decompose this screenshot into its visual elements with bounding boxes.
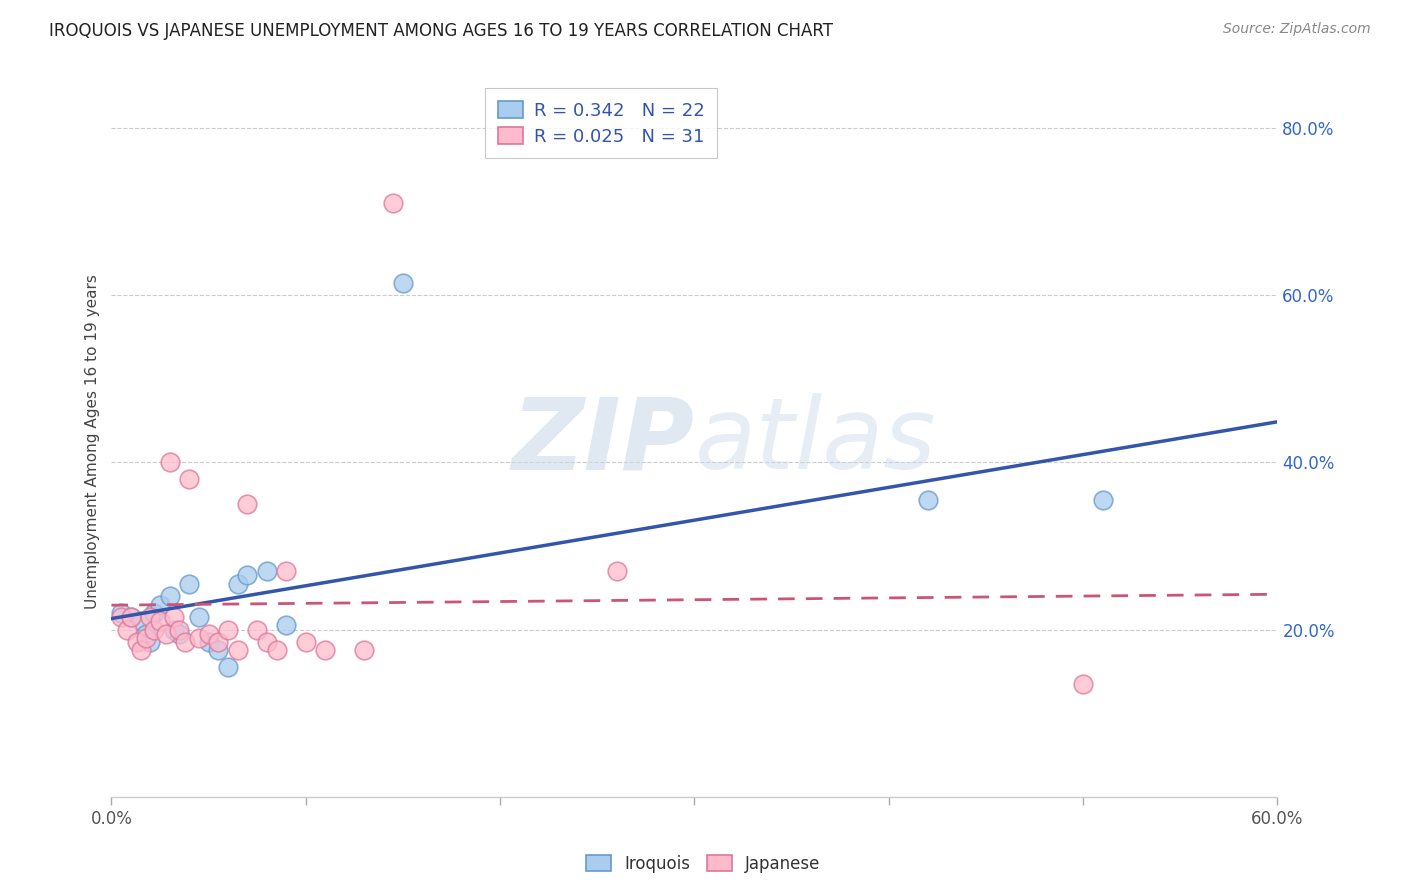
Point <box>129 643 152 657</box>
Point <box>135 631 157 645</box>
Point <box>207 635 229 649</box>
Point <box>917 493 939 508</box>
Point <box>382 196 405 211</box>
Point <box>276 618 298 632</box>
Point <box>120 610 142 624</box>
Point <box>174 635 197 649</box>
Point <box>266 643 288 657</box>
Point <box>169 627 191 641</box>
Point <box>197 627 219 641</box>
Point <box>179 576 201 591</box>
Point <box>217 660 239 674</box>
Point <box>162 623 184 637</box>
Point <box>217 623 239 637</box>
Point <box>1071 677 1094 691</box>
Point <box>1091 493 1114 508</box>
Point <box>125 635 148 649</box>
Point <box>179 472 201 486</box>
Text: IROQUOIS VS JAPANESE UNEMPLOYMENT AMONG AGES 16 TO 19 YEARS CORRELATION CHART: IROQUOIS VS JAPANESE UNEMPLOYMENT AMONG … <box>49 22 834 40</box>
Point <box>143 623 166 637</box>
Point <box>197 635 219 649</box>
Point <box>149 614 172 628</box>
Point <box>226 643 249 657</box>
Point <box>159 455 181 469</box>
Point <box>314 643 336 657</box>
Point <box>139 610 162 624</box>
Point <box>246 623 269 637</box>
Point <box>159 589 181 603</box>
Point <box>187 631 209 645</box>
Point <box>139 635 162 649</box>
Point <box>236 497 259 511</box>
Point <box>606 564 628 578</box>
Point <box>276 564 298 578</box>
Text: Source: ZipAtlas.com: Source: ZipAtlas.com <box>1223 22 1371 37</box>
Point <box>236 568 259 582</box>
Legend: R = 0.342   N = 22, R = 0.025   N = 31: R = 0.342 N = 22, R = 0.025 N = 31 <box>485 88 717 159</box>
Y-axis label: Unemployment Among Ages 16 to 19 years: Unemployment Among Ages 16 to 19 years <box>86 274 100 609</box>
Point <box>120 610 142 624</box>
Point <box>135 627 157 641</box>
Point <box>294 635 316 649</box>
Point <box>143 606 166 620</box>
Point <box>162 610 184 624</box>
Point <box>149 598 172 612</box>
Text: ZIP: ZIP <box>512 393 695 490</box>
Point <box>256 564 278 578</box>
Point <box>110 606 132 620</box>
Point <box>207 643 229 657</box>
Point <box>155 627 177 641</box>
Point <box>115 623 138 637</box>
Point <box>169 623 191 637</box>
Point <box>187 610 209 624</box>
Point <box>353 643 375 657</box>
Text: atlas: atlas <box>695 393 936 490</box>
Point <box>256 635 278 649</box>
Legend: Iroquois, Japanese: Iroquois, Japanese <box>579 848 827 880</box>
Point <box>129 614 152 628</box>
Point <box>392 276 415 290</box>
Point <box>110 610 132 624</box>
Point <box>226 576 249 591</box>
